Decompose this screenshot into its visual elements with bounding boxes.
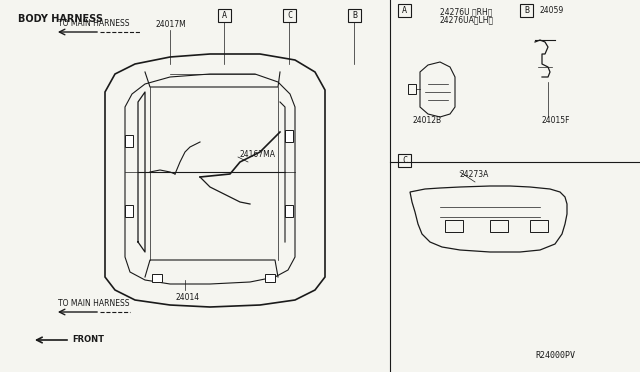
- Bar: [490, 220, 508, 232]
- Text: 24012B: 24012B: [413, 115, 442, 125]
- Text: TO MAIN HARNESS: TO MAIN HARNESS: [58, 19, 129, 28]
- Bar: [398, 154, 411, 167]
- Bar: [398, 4, 411, 17]
- Text: 24276UA〈LH〉: 24276UA〈LH〉: [440, 16, 494, 25]
- Text: A: A: [222, 11, 227, 20]
- Bar: [285, 130, 293, 142]
- Text: BODY HARNESS: BODY HARNESS: [18, 14, 103, 24]
- Bar: [152, 274, 162, 282]
- Text: B: B: [524, 6, 529, 15]
- Bar: [445, 220, 463, 232]
- Text: 24273A: 24273A: [460, 170, 490, 179]
- Bar: [283, 9, 296, 22]
- Text: TO MAIN HARNESS: TO MAIN HARNESS: [58, 299, 129, 308]
- Bar: [530, 220, 548, 232]
- Bar: [125, 135, 133, 147]
- Text: 24167MA: 24167MA: [240, 150, 276, 158]
- Bar: [265, 274, 275, 282]
- Text: 24059: 24059: [540, 6, 564, 15]
- Text: FRONT: FRONT: [72, 335, 104, 344]
- Text: A: A: [402, 6, 407, 15]
- Text: R24000PV: R24000PV: [535, 351, 575, 360]
- Text: 24276U 〈RH〉: 24276U 〈RH〉: [440, 7, 492, 16]
- Text: 24017M: 24017M: [155, 19, 186, 29]
- Bar: [285, 205, 293, 217]
- Bar: [348, 9, 361, 22]
- Text: C: C: [402, 156, 407, 165]
- Bar: [408, 84, 416, 94]
- Bar: [218, 9, 231, 22]
- Bar: [125, 205, 133, 217]
- Text: 24014: 24014: [175, 292, 199, 301]
- Text: C: C: [287, 11, 292, 20]
- Text: B: B: [352, 11, 357, 20]
- Text: 24015F: 24015F: [542, 115, 570, 125]
- Bar: [520, 4, 533, 17]
